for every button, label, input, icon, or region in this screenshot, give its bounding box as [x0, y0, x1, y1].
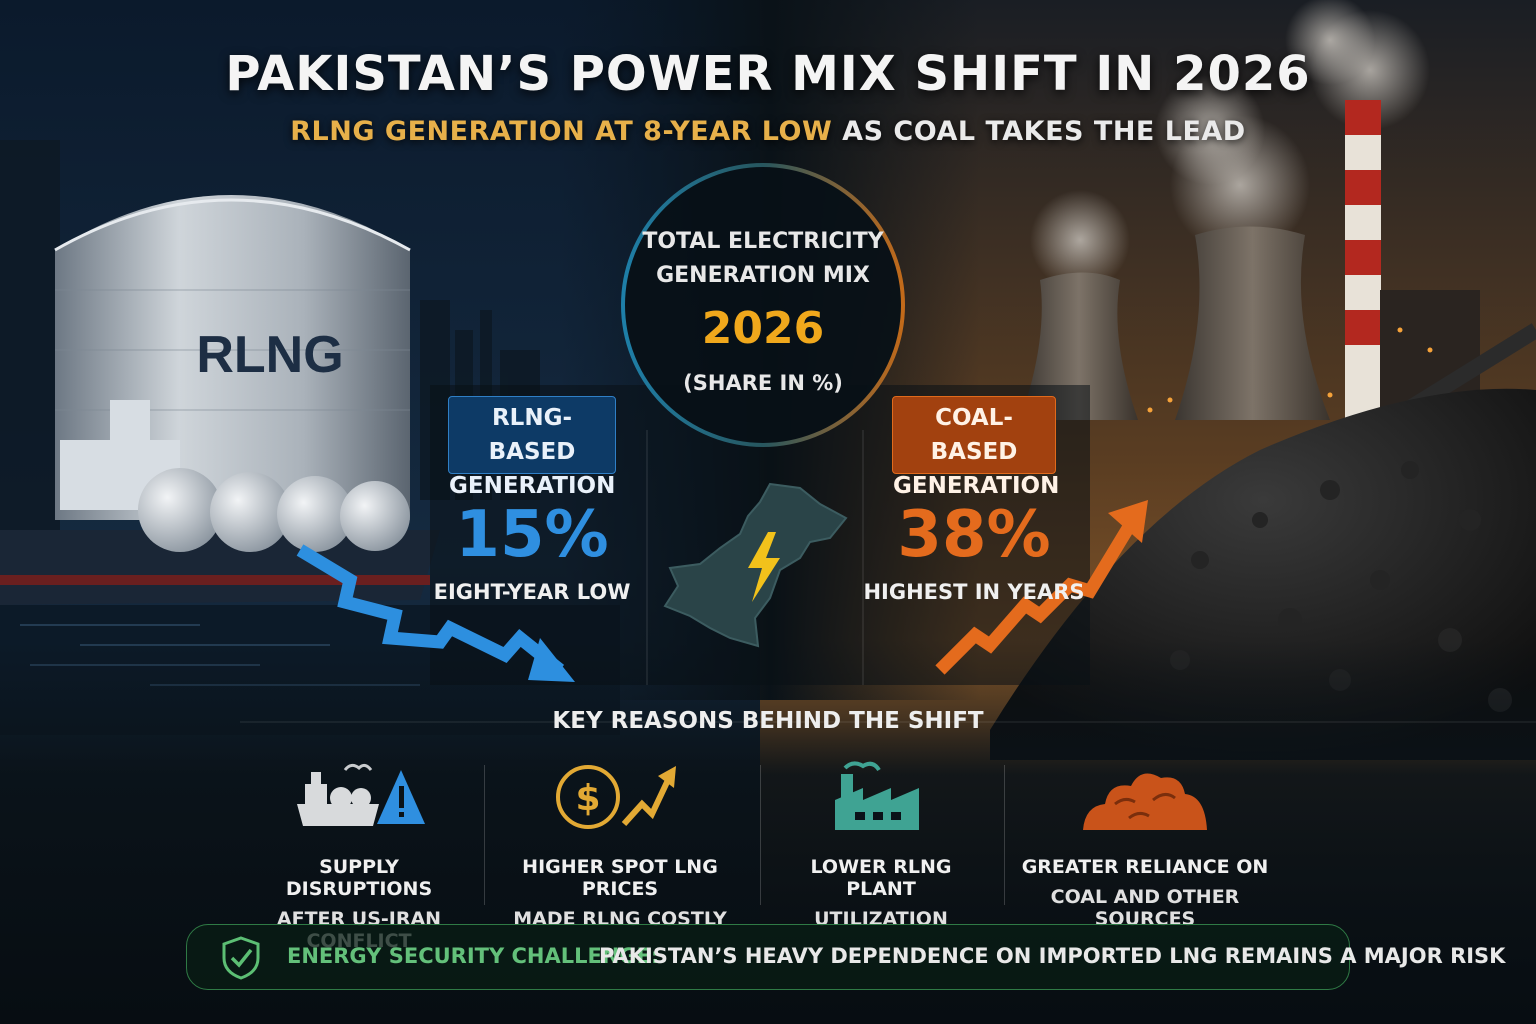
rlng-badge: RLNG-BASED GENERATION: [448, 396, 616, 499]
coal-trend-up-arrow: [935, 500, 1148, 675]
subtitle-highlight: RLNG GENERATION AT 8-YEAR LOW: [290, 116, 833, 147]
reason-3-line1: LOWER RLNG PLANT: [810, 856, 952, 900]
rlng-badge-line1: RLNG-BASED: [488, 405, 576, 465]
generation-mix-ring: TOTAL ELECTRICITY GENERATION MIX 2026 (S…: [613, 165, 913, 443]
lng-ship-warning-icon: [297, 763, 425, 826]
ring-label-line1: TOTAL ELECTRICITY: [642, 229, 884, 254]
reason-plant-utilization: LOWER RLNG PLANT UTILIZATION: [776, 760, 986, 930]
reason-divider: [1004, 765, 1005, 905]
coal-badge-line2: GENERATION: [893, 473, 1060, 499]
factory-icon: [835, 761, 919, 830]
coal-badge-line1: COAL-BASED: [930, 405, 1018, 465]
energy-security-label: ENERGY SECURITY CHALLENGE:: [287, 944, 660, 968]
rlng-badge-line2: GENERATION: [449, 473, 616, 499]
energy-security-banner: ENERGY SECURITY CHALLENGE: PAKISTAN’S HE…: [186, 924, 1505, 990]
reason-supply-disruptions: SUPPLY DISRUPTIONS AFTER US-IRAN CONFLIC…: [252, 760, 466, 952]
pakistan-map-icon: [663, 482, 848, 648]
rlng-share-value: 15%: [455, 498, 609, 572]
tank-label: RLNG: [196, 326, 343, 384]
energy-security-message: PAKISTAN’S HEAVY DEPENDENCE ON IMPORTED …: [599, 944, 1506, 968]
coal-share-value: 38%: [897, 498, 1051, 572]
rlng-share-note: EIGHT-YEAR LOW: [433, 580, 631, 604]
subtitle-rest: AS COAL TAKES THE LEAD: [832, 116, 1246, 147]
svg-text:$: $: [575, 778, 600, 819]
page-subtitle: RLNG GENERATION AT 8-YEAR LOW AS COAL TA…: [0, 116, 1536, 147]
reason-4-line1: GREATER RELIANCE ON: [1021, 856, 1269, 878]
ring-label-line2: GENERATION MIX: [656, 263, 870, 288]
reason-2-line1: HIGHER SPOT LNG PRICES: [522, 856, 718, 900]
dollar-price-up-icon: $: [556, 765, 676, 829]
coal-share-note: HIGHEST IN YEARS: [863, 580, 1085, 604]
coal-pile-icon: [1083, 773, 1207, 830]
shield-check-icon: [222, 936, 260, 980]
reason-spot-prices: $ HIGHER SPOT LNG PRICES MADE RLNG COSTL…: [500, 760, 740, 930]
rlng-trend-down-arrow: [296, 544, 575, 682]
ring-share-label: (SHARE IN %): [683, 371, 843, 395]
ring-year: 2026: [701, 303, 825, 354]
page-title: PAKISTAN’S POWER MIX SHIFT IN 2026: [225, 46, 1311, 102]
reason-1-line1: SUPPLY DISRUPTIONS: [285, 856, 433, 900]
coal-badge: COAL-BASED GENERATION: [892, 396, 1059, 499]
lightning-bolt-icon: [748, 532, 780, 602]
reason-divider: [484, 765, 485, 905]
reasons-title: KEY REASONS BEHIND THE SHIFT: [552, 708, 984, 734]
reason-divider: [760, 765, 761, 905]
reason-coal-reliance: GREATER RELIANCE ON COAL AND OTHER SOURC…: [1014, 760, 1276, 930]
